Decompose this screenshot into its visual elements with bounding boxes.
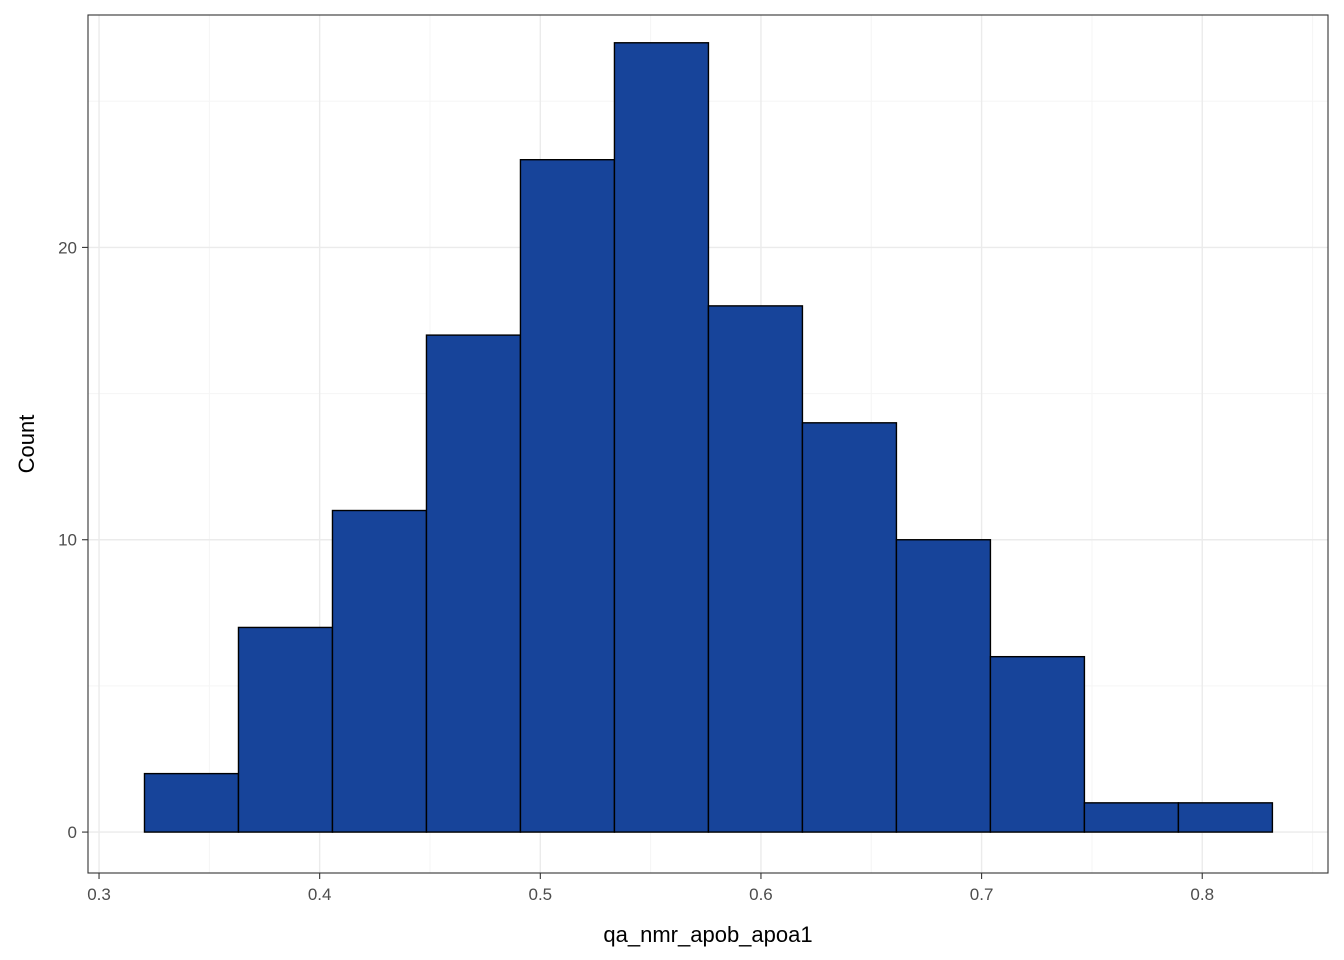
x-tick-label: 0.6 [749, 885, 773, 904]
histogram-bar-6 [613, 42, 710, 833]
histogram-bar-2 [237, 626, 334, 833]
x-axis-title: qa_nmr_apob_apoa1 [603, 922, 812, 947]
y-axis-ticks: 0 10 20 [58, 238, 88, 842]
y-tick-label: 10 [58, 531, 77, 550]
x-axis-ticks: 0.3 0.4 0.5 0.6 0.7 0.8 [87, 873, 1214, 904]
x-tick-label: 0.7 [970, 885, 994, 904]
x-tick-label: 0.8 [1190, 885, 1214, 904]
panel-border [87, 14, 1329, 874]
histogram-bar-10 [989, 655, 1086, 833]
histogram-bar-7 [707, 305, 804, 833]
histogram-bar-12 [1177, 802, 1274, 833]
x-tick-label: 0.3 [87, 885, 111, 904]
histogram-bar-11 [1083, 802, 1180, 833]
y-tick-label: 0 [68, 823, 77, 842]
y-tick-label: 20 [58, 238, 77, 257]
histogram-bar-3 [331, 509, 428, 833]
histogram-bar-4 [425, 334, 522, 833]
histogram-bars [143, 42, 1274, 833]
x-tick-label: 0.5 [528, 885, 552, 904]
histogram-bar-5 [519, 159, 616, 833]
x-tick-label: 0.4 [308, 885, 332, 904]
y-axis-title: Count [14, 415, 39, 474]
histogram-bar-1 [143, 772, 240, 833]
histogram-bar-8 [801, 422, 898, 833]
histogram-bar-9 [895, 539, 992, 833]
